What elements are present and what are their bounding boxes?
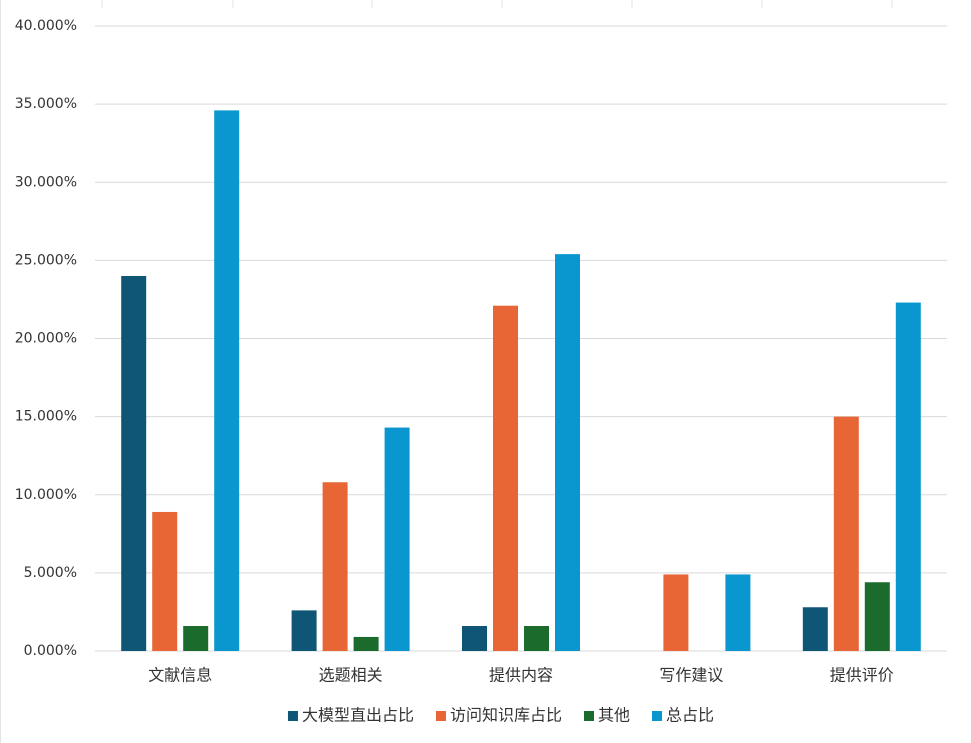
legend-swatch	[435, 711, 446, 721]
bar	[462, 626, 487, 651]
y-tick-label: 10.000%	[15, 487, 77, 503]
bar	[663, 574, 689, 651]
bar	[353, 636, 379, 651]
x-tick-label: 选题相关	[319, 666, 383, 685]
x-tick-label: 提供评价	[830, 666, 894, 685]
bar	[524, 626, 549, 651]
bar	[555, 254, 580, 651]
bar	[384, 427, 410, 651]
bar	[152, 511, 178, 651]
bar	[291, 610, 317, 651]
y-tick-label: 25.000%	[15, 252, 77, 268]
y-tick-label: 30.000%	[15, 174, 77, 190]
bar	[833, 416, 859, 651]
y-tick-label: 40.000%	[15, 18, 77, 34]
y-tick-label: 5.000%	[24, 565, 77, 581]
bar	[725, 574, 751, 651]
legend-swatch	[652, 711, 663, 721]
bar	[183, 626, 209, 651]
bar	[493, 305, 518, 651]
legend-label: 总占比	[666, 706, 714, 725]
y-tick-label: 0.000%	[24, 643, 77, 659]
legend-label: 其他	[598, 706, 630, 725]
legend-label: 大模型直出占比	[302, 706, 414, 725]
bar	[121, 276, 147, 651]
legend-swatch	[287, 711, 298, 721]
bar	[802, 607, 828, 651]
bar	[895, 302, 921, 651]
x-tick-label: 写作建议	[659, 666, 723, 685]
bar	[322, 482, 348, 651]
y-tick-label: 15.000%	[15, 409, 77, 425]
x-tick-label: 提供内容	[489, 666, 553, 685]
x-tick-label: 文献信息	[148, 666, 212, 685]
sheet-lines	[0, 0, 893, 743]
y-tick-label: 35.000%	[15, 96, 77, 112]
legend-label: 访问知识库占比	[450, 706, 562, 725]
y-tick-label: 20.000%	[15, 331, 77, 347]
bar	[864, 582, 890, 651]
legend-swatch	[584, 711, 594, 721]
bar	[214, 110, 240, 651]
